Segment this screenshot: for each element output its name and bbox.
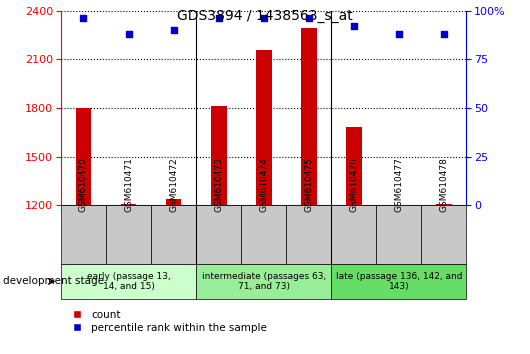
- Text: intermediate (passages 63,
71, and 73): intermediate (passages 63, 71, and 73): [201, 272, 326, 291]
- Point: [259, 16, 268, 21]
- Bar: [151, 205, 196, 264]
- Text: GSM610471: GSM610471: [124, 158, 133, 212]
- Bar: [421, 205, 466, 264]
- Bar: [61, 205, 106, 264]
- Legend: count, percentile rank within the sample: count, percentile rank within the sample: [66, 310, 267, 333]
- Text: GSM610477: GSM610477: [394, 158, 403, 212]
- Bar: [166, 199, 181, 205]
- Bar: [256, 50, 271, 205]
- Point: [80, 16, 88, 21]
- Text: GSM610473: GSM610473: [214, 158, 223, 212]
- Bar: [346, 127, 361, 205]
- Bar: [331, 205, 376, 264]
- Bar: [286, 205, 331, 264]
- Text: GSM610475: GSM610475: [304, 158, 313, 212]
- Text: GSM610474: GSM610474: [259, 158, 268, 212]
- Bar: [61, 264, 196, 299]
- Bar: [331, 264, 466, 299]
- Text: late (passage 136, 142, and
143): late (passage 136, 142, and 143): [335, 272, 462, 291]
- Point: [440, 31, 448, 37]
- Text: early (passage 13,
14, and 15): early (passage 13, 14, and 15): [86, 272, 171, 291]
- Point: [169, 27, 178, 33]
- Text: GSM610478: GSM610478: [439, 158, 448, 212]
- Text: GSM610470: GSM610470: [79, 158, 88, 212]
- Bar: [211, 106, 226, 205]
- Bar: [76, 108, 91, 205]
- Point: [124, 31, 132, 37]
- Bar: [301, 28, 316, 205]
- Text: GDS3894 / 1438563_s_at: GDS3894 / 1438563_s_at: [177, 9, 353, 23]
- Text: development stage: development stage: [3, 276, 104, 286]
- Point: [214, 16, 223, 21]
- Bar: [196, 264, 331, 299]
- Bar: [106, 205, 151, 264]
- Point: [394, 31, 403, 37]
- Bar: [241, 205, 286, 264]
- Text: GSM610476: GSM610476: [349, 158, 358, 212]
- Bar: [121, 204, 136, 205]
- Bar: [436, 204, 452, 205]
- Point: [304, 16, 313, 21]
- Bar: [196, 205, 241, 264]
- Bar: [376, 205, 421, 264]
- Point: [350, 23, 358, 29]
- Text: GSM610472: GSM610472: [169, 158, 178, 212]
